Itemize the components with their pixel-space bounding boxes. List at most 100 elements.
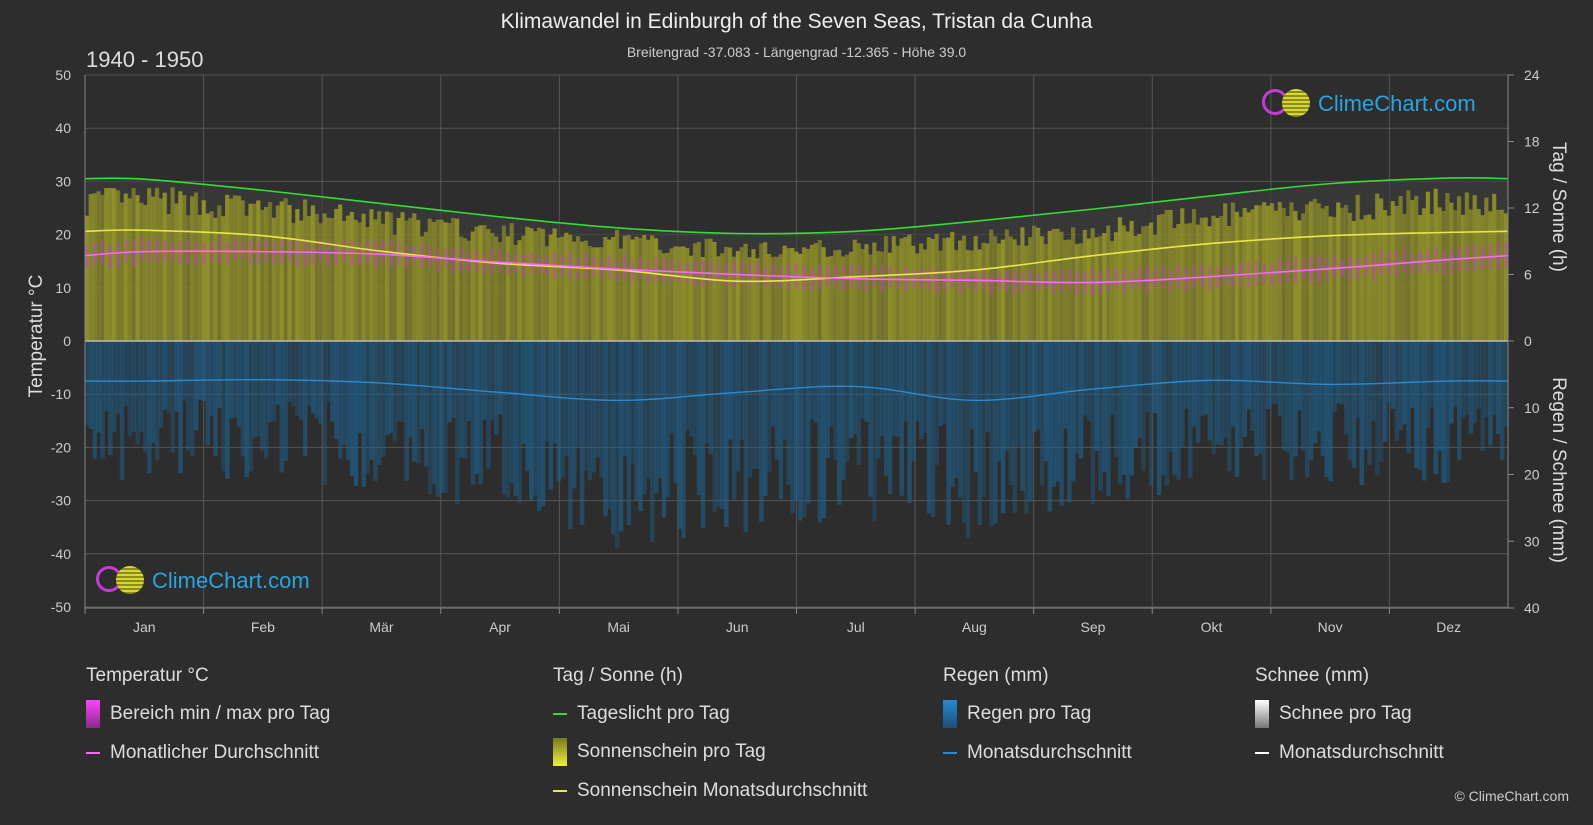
sunshine-bar: [720, 253, 725, 341]
right-bottom-tick-label: 10: [1524, 400, 1540, 416]
rain-bar: [1336, 341, 1341, 404]
temp-range-bar: [623, 255, 627, 280]
sunshine-bar: [560, 236, 565, 341]
rain-bar: [673, 341, 678, 484]
sunshine-bar: [809, 244, 815, 341]
rain-bar: [1503, 341, 1509, 427]
rain-bar: [821, 341, 827, 519]
rain-bar: [891, 341, 897, 437]
logo-top[interactable]: ClimeChart.com: [1262, 89, 1476, 119]
temp-range-bar: [794, 263, 799, 289]
sunshine-bar: [766, 253, 772, 341]
rain-bar: [716, 341, 721, 508]
sunshine-bar: [228, 198, 234, 341]
month-label: Mai: [607, 619, 630, 635]
sunshine-bar: [486, 229, 491, 341]
chart-subtitle: Breitengrad -37.083 - Längengrad -12.365…: [626, 44, 967, 60]
sunshine-bar: [685, 247, 690, 341]
sunshine-bar: [458, 236, 464, 341]
rain-bar: [1320, 341, 1326, 457]
rain-bar: [380, 341, 386, 457]
rain-bar: [373, 341, 378, 482]
rain-bar: [1145, 341, 1150, 413]
rain-bar: [993, 341, 998, 524]
sunshine-bar: [798, 253, 803, 341]
rain-bar: [782, 341, 788, 440]
rain-bar: [1277, 341, 1283, 417]
rain-bar: [529, 341, 534, 500]
rain-bar: [1008, 341, 1014, 486]
rain-bar: [1390, 341, 1396, 410]
sunshine-bar: [852, 239, 858, 341]
sunshine-bar: [248, 203, 253, 341]
sunshine-bar: [1028, 237, 1033, 341]
sunshine-bar: [1063, 240, 1068, 341]
legend-daylight: Tageslicht pro Tag: [553, 703, 730, 725]
sunshine-bar: [1203, 217, 1209, 341]
rain-bar: [883, 341, 889, 477]
sunshine-bar: [603, 236, 608, 341]
rain-bar: [1160, 341, 1166, 476]
rain-bar: [1297, 341, 1302, 411]
temp-range-bar: [256, 241, 261, 266]
rain-mean-swatch: [943, 752, 957, 754]
sunshine-bar: [1347, 212, 1353, 341]
rain-bar: [1203, 341, 1209, 415]
sunshine-bar: [611, 236, 616, 341]
rain-bar: [665, 341, 671, 498]
temp-range-bar: [272, 241, 276, 265]
rain-bar: [848, 341, 854, 438]
sunshine-bar: [217, 205, 222, 341]
rain-bar: [852, 341, 858, 435]
temp-range-bar: [1504, 242, 1508, 267]
rain-bar: [926, 341, 932, 514]
sunshine-bar: [1012, 239, 1018, 341]
rain-bar: [544, 341, 550, 442]
rain-bar: [1308, 341, 1314, 461]
sunshine-bar: [938, 250, 943, 341]
rain-bar: [790, 341, 795, 514]
rain-bar: [236, 341, 242, 427]
sunshine-bar: [1304, 204, 1310, 341]
rain-bar: [1191, 341, 1197, 427]
sunshine-bar: [1230, 202, 1236, 341]
rain-bar: [1098, 341, 1103, 491]
sunshine-bar: [353, 219, 359, 341]
rain-bar: [575, 341, 581, 448]
rain-bar: [197, 341, 203, 400]
temp-range-bar: [241, 240, 245, 260]
sunshine-bar: [661, 253, 667, 341]
sunshine-bar: [1008, 236, 1014, 341]
sunshine-bar: [1297, 220, 1302, 341]
sunshine-bar: [361, 213, 367, 341]
rain-bar: [1223, 341, 1228, 438]
sunshine-bar: [837, 249, 842, 341]
temp-range-bar: [670, 259, 674, 283]
climechart-logo-icon: [1262, 89, 1312, 119]
temp-range-bar: [147, 238, 151, 262]
temp-range-bar: [1332, 255, 1337, 278]
sunshine-bar: [279, 201, 285, 341]
temp-range-bar: [483, 253, 487, 274]
rain-bar: [365, 341, 370, 474]
sunshine-bar: [330, 218, 335, 341]
temp-range-bar: [1286, 258, 1290, 282]
sunshine-bar: [739, 247, 745, 341]
temp-range-bar: [1270, 263, 1274, 286]
sunshine-bar: [295, 209, 300, 341]
temp-range-bar: [1137, 266, 1142, 289]
rain-bar: [131, 341, 136, 432]
rain-bar: [505, 341, 511, 499]
legend-rain-mean: Monatsdurchschnitt: [943, 742, 1132, 764]
temp-range-bar: [85, 245, 89, 269]
rain-bar: [104, 341, 109, 412]
sunshine-bar: [575, 236, 581, 341]
sunshine-bar: [724, 246, 729, 341]
rain-bar: [1246, 341, 1251, 410]
sunshine-bar: [1004, 229, 1010, 341]
rain-bar: [295, 341, 300, 416]
logo-bottom[interactable]: ClimeChart.com: [96, 566, 310, 596]
temp-range-bar: [405, 245, 409, 269]
temp-range-bar: [467, 252, 471, 273]
temp-range-swatch: [86, 700, 100, 728]
